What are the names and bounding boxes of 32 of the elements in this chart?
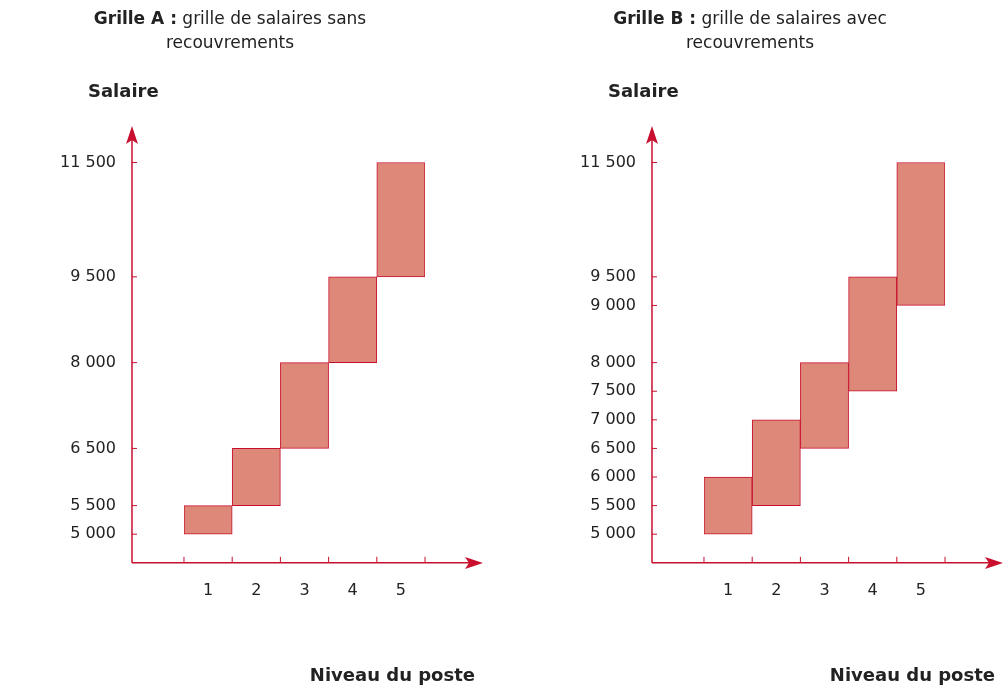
x-tick-label: 2 <box>251 579 262 599</box>
y-tick-label: 5 000 <box>590 523 636 543</box>
y-tick-label: 11 500 <box>580 151 636 171</box>
y-tick-label: 5 500 <box>70 494 116 514</box>
x-tick-label: 3 <box>819 579 830 599</box>
y-tick-label: 8 000 <box>590 351 636 371</box>
y-tick-label: 7 000 <box>590 408 636 428</box>
x-tick-label: 1 <box>202 579 214 599</box>
y-tick-label: 5 500 <box>590 494 636 514</box>
x-axis-title: Niveau du poste <box>309 664 475 685</box>
x-tick-label: 5 <box>395 579 406 599</box>
y-axis-title: Salaire <box>88 80 159 101</box>
x-tick-label: 3 <box>299 579 310 599</box>
chart-title: Grille A : grille de salaires sans recouvrements <box>92 7 368 54</box>
y-tick-label: 9 500 <box>590 266 636 286</box>
y-tick-label: 7 500 <box>590 380 636 400</box>
chart-title: Grille B : grille de salaires avec recouvrements <box>612 7 888 54</box>
y-tick-label: 6 000 <box>590 466 636 486</box>
y-tick-label: 11 500 <box>60 151 116 171</box>
x-tick-label: 2 <box>771 579 782 599</box>
x-tick-label: 1 <box>722 579 734 599</box>
y-tick-label: 5 000 <box>70 523 116 543</box>
y-tick-label: 6 500 <box>70 437 116 457</box>
y-tick-label: 6 500 <box>590 437 636 457</box>
x-tick-label: 5 <box>915 579 926 599</box>
x-tick-label: 4 <box>867 579 878 599</box>
x-axis-title: Niveau du poste <box>829 664 995 685</box>
x-tick-label: 4 <box>347 579 358 599</box>
y-tick-label: 8 000 <box>70 351 116 371</box>
y-axis-title: Salaire <box>608 80 679 101</box>
y-tick-label: 9 500 <box>70 266 116 286</box>
y-tick-label: 9 000 <box>590 294 636 314</box>
